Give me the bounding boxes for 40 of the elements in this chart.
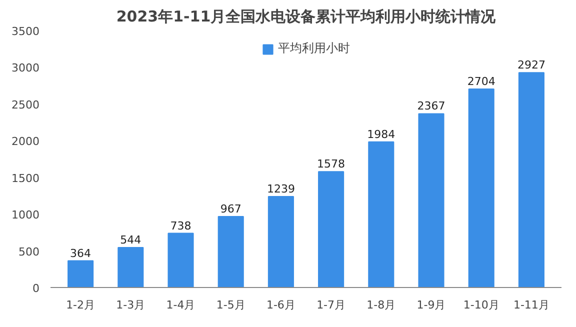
data-label: 2704	[467, 74, 496, 88]
data-label: 2927	[517, 58, 546, 72]
x-tick-label: 1-5月	[216, 298, 246, 312]
y-tick-label: 3500	[12, 25, 40, 38]
chart-title: 2023年1-11月全国水电设备累计平均利用小时统计情况	[116, 8, 497, 26]
bar	[518, 72, 544, 288]
y-tick-label: 3000	[12, 62, 40, 75]
data-label: 1578	[317, 158, 346, 171]
y-tick-label: 2000	[12, 135, 40, 148]
x-tick-label: 1-7月	[316, 298, 346, 312]
x-tick-label: 1-2月	[66, 298, 96, 312]
data-label: 967	[220, 202, 242, 216]
y-tick-label: 1500	[12, 172, 40, 185]
bar	[118, 247, 144, 288]
x-tick-label: 1-6月	[266, 298, 296, 312]
x-tick-label: 1-4月	[166, 298, 196, 312]
data-label: 738	[170, 219, 192, 232]
bar	[418, 113, 444, 288]
x-tick-label: 1-8月	[366, 298, 396, 312]
bar	[168, 232, 194, 288]
x-tick-label: 1-3月	[116, 298, 146, 312]
y-tick-label: 1000	[12, 208, 40, 222]
x-tick-label: 1-9月	[416, 298, 446, 312]
y-tick-label: 0	[32, 282, 40, 295]
bar	[218, 216, 244, 288]
x-tick-label: 1-10月	[463, 298, 500, 312]
y-tick-label: 500	[18, 245, 40, 258]
data-label: 1239	[266, 182, 295, 196]
data-label: 544	[120, 234, 142, 247]
x-tick-label: 1-11月	[513, 298, 550, 312]
bar	[268, 196, 294, 288]
bar	[468, 88, 494, 288]
y-tick-label: 2500	[12, 98, 40, 112]
data-label: 2367	[417, 100, 446, 113]
legend-label: 平均利用小时	[278, 40, 350, 57]
data-label: 364	[70, 246, 92, 260]
bar	[318, 171, 344, 288]
bar	[68, 260, 94, 288]
bar	[368, 141, 394, 288]
data-label: 1984	[367, 128, 396, 141]
